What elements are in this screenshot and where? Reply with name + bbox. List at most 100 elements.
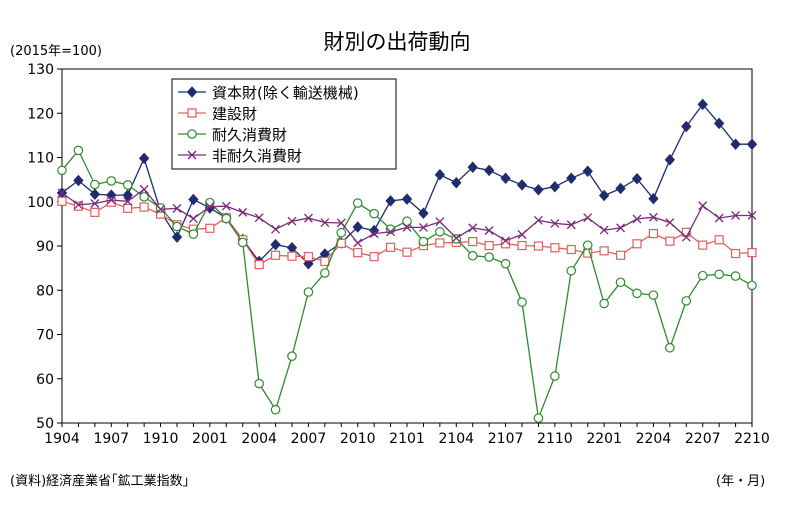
series-nondurable-consumer-goods-point [533, 215, 543, 225]
y-tick-label: 100 [27, 195, 54, 211]
x-tick-label: 1907 [93, 431, 129, 447]
legend-swatch-marker [187, 150, 197, 160]
series-capital-goods-point [385, 195, 396, 207]
series-construction-goods-point [123, 203, 133, 213]
series-capital-goods-point [270, 238, 281, 251]
series-construction-goods-point [303, 252, 314, 262]
y-unit-label: (2015年=100) [10, 44, 102, 59]
series-durable-consumer-goods-point [287, 351, 297, 361]
series-construction-goods-point [566, 244, 576, 255]
series-capital-goods-point [631, 172, 643, 185]
series-durable-consumer-goods-point [550, 371, 560, 381]
series-capital-goods-point [549, 180, 561, 193]
legend-label: 資本財(除く輸送機械) [212, 84, 359, 102]
series-capital-goods-point [713, 117, 725, 130]
series-construction-goods-point [205, 223, 215, 233]
x-tick-label: 2110 [537, 431, 573, 447]
legend-label: 耐久消費財 [212, 126, 287, 144]
series-durable-consumer-goods-point [648, 290, 659, 300]
series-durable-consumer-goods-point [467, 250, 478, 261]
series-nondurable-consumer-goods-point [550, 218, 560, 228]
series-nondurable-consumer-goods-point [714, 213, 724, 223]
series-construction-goods-point [385, 242, 396, 252]
series-capital-goods-point [138, 152, 150, 165]
series-durable-consumer-goods-point [697, 270, 708, 281]
series-construction-goods-point [533, 241, 544, 251]
series-nondurable-consumer-goods-point [731, 211, 741, 220]
series-durable-consumer-goods-point [615, 277, 626, 288]
series-nondurable-consumer-goods-point [90, 199, 100, 208]
x-tick-label: 2104 [438, 431, 474, 447]
series-capital-goods-point [746, 138, 758, 150]
series-nondurable-consumer-goods-point [435, 217, 445, 227]
series-nondurable-consumer-goods-point [139, 184, 149, 194]
legend-label: 非耐久消費財 [212, 147, 302, 165]
series-nondurable-consumer-goods-point [484, 226, 494, 235]
series-nondurable-consumer-goods-point [616, 223, 626, 233]
series-durable-consumer-goods-point [418, 236, 429, 247]
series-construction-goods-point [90, 207, 100, 217]
series-construction-goods-point [254, 259, 264, 270]
series-durable-consumer-goods-point [270, 404, 281, 415]
series-construction-goods-point [402, 247, 412, 257]
series-nondurable-consumer-goods-point [632, 214, 642, 224]
series-nondurable-consumer-goods-point [73, 200, 83, 210]
y-tick-label: 130 [27, 62, 54, 78]
series-capital-goods-point [615, 182, 626, 195]
series-nondurable-consumer-goods-point [599, 225, 609, 235]
series-durable-consumer-goods-point [73, 145, 84, 156]
series-nondurable-consumer-goods-point [369, 229, 379, 239]
series-capital-goods-point [533, 184, 544, 196]
series-durable-consumer-goods-point [303, 287, 314, 297]
series-nondurable-consumer-goods-point [238, 207, 248, 217]
series-capital-goods-point [73, 174, 84, 187]
series-nondurable-consumer-goods-point [665, 218, 675, 228]
series-nondurable-consumer-goods-point [172, 203, 182, 213]
series-durable-consumer-goods-point [599, 298, 609, 309]
series-capital-goods-point [89, 188, 101, 200]
series-nondurable-consumer-goods-point [188, 214, 198, 224]
series-nondurable-consumer-goods-point [566, 220, 576, 230]
series-nondurable-consumer-goods-point [303, 213, 313, 223]
series-durable-consumer-goods-point [582, 240, 593, 250]
y-tick-label: 50 [36, 416, 54, 432]
series-capital-goods-point [697, 98, 708, 111]
series-durable-consumer-goods-point [352, 198, 363, 208]
series-construction-goods-point [106, 197, 116, 207]
series-durable-consumer-goods-point [484, 252, 494, 262]
plot-area-frame [61, 68, 753, 424]
series-durable-consumer-goods-point [221, 213, 232, 224]
series-nondurable-consumer-goods-point [747, 211, 757, 220]
series-durable-consumer-goods-point [188, 229, 199, 239]
series-durable-consumer-goods-point [665, 342, 675, 353]
series-nondurable-consumer-goods-point [106, 195, 116, 205]
series-nondurable-consumer-goods-point [648, 212, 658, 222]
x-tick-label: 2004 [241, 431, 277, 447]
series-durable-consumer-goods-point [632, 288, 642, 299]
series-nondurable-consumer-goods-point [271, 224, 281, 234]
series-durable-consumer-goods-point [172, 221, 182, 232]
legend-swatch-marker [186, 86, 198, 98]
series-construction-goods-point [73, 201, 84, 211]
series-capital-goods-point [648, 192, 659, 205]
series-capital-goods-point [516, 179, 528, 191]
series-construction-goods-point [435, 238, 445, 248]
series-nondurable-consumer-goods-point [386, 227, 396, 237]
x-tick-label: 2201 [586, 431, 622, 447]
series-capital-goods-point [681, 120, 692, 133]
series-nondurable-consumer-goods-point [501, 236, 511, 246]
series-durable-consumer-goods-point [517, 297, 527, 307]
x-tick-label: 1904 [44, 431, 80, 447]
series-durable-consumer-goods-point [336, 227, 347, 238]
series-capital-goods-point [566, 172, 577, 185]
series-construction-goods-point [698, 240, 708, 250]
series-nondurable-consumer-goods-point [221, 201, 231, 211]
series-construction-goods-point [550, 243, 560, 253]
series-construction-goods-point [353, 248, 363, 258]
series-capital-goods-point [434, 169, 446, 181]
chart-title: 財別の出荷動向 [323, 30, 471, 54]
series-durable-consumer-goods-point [90, 179, 100, 190]
series-durable-consumer-goods-point [254, 378, 264, 389]
series-nondurable-consumer-goods-point [156, 204, 166, 214]
x-unit-label: (年・月) [716, 474, 766, 489]
